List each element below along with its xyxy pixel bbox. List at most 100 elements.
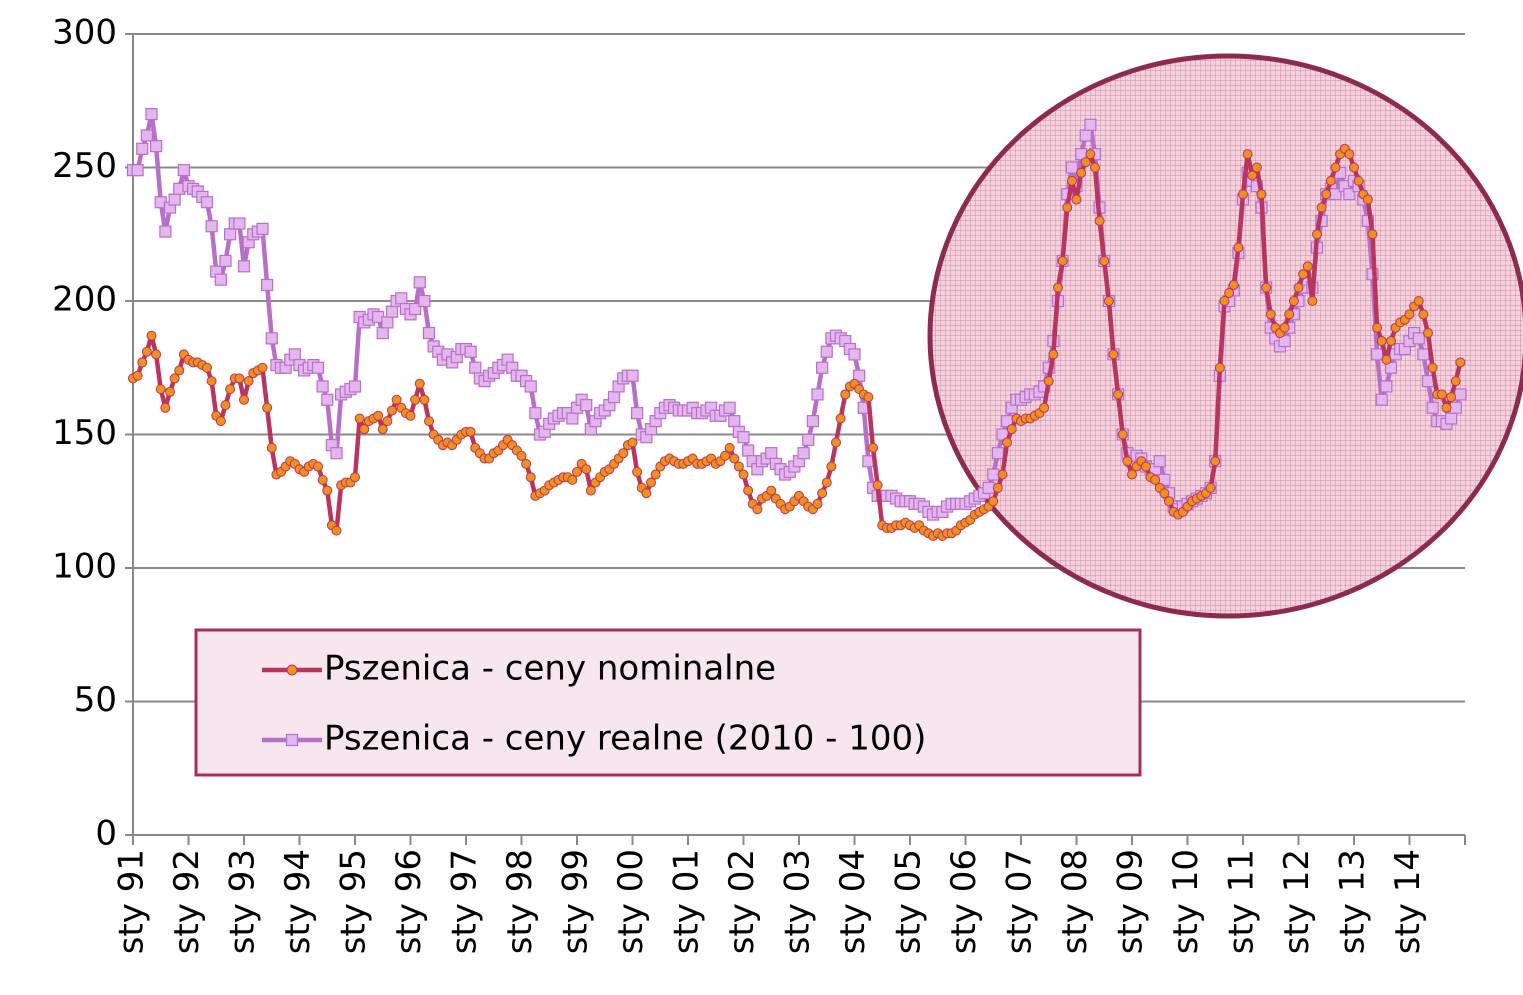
x-tick-label: sty 91	[112, 849, 152, 954]
marker	[1090, 162, 1100, 173]
marker	[812, 498, 823, 509]
marker	[1242, 149, 1253, 160]
marker	[316, 380, 329, 393]
marker	[1404, 309, 1415, 320]
marker	[627, 437, 638, 448]
marker	[1412, 332, 1425, 345]
marker	[288, 348, 301, 361]
marker	[387, 405, 397, 416]
marker	[1224, 287, 1235, 298]
marker	[580, 399, 593, 412]
x-tick-label: sty 10	[1166, 849, 1206, 954]
marker	[1427, 362, 1438, 373]
marker	[840, 389, 851, 400]
marker	[618, 448, 629, 459]
x-tick-label: sty 97	[445, 849, 485, 954]
marker	[376, 326, 389, 340]
marker	[1307, 296, 1318, 306]
marker	[373, 410, 384, 421]
marker	[257, 362, 268, 373]
marker	[405, 410, 416, 421]
marker	[1376, 336, 1387, 347]
marker	[1418, 309, 1429, 320]
marker	[816, 361, 829, 374]
marker	[1103, 296, 1114, 306]
x-tick-label: sty 02	[722, 849, 762, 954]
x-tick-label: sty 94	[278, 849, 318, 954]
marker	[1421, 375, 1435, 388]
marker	[641, 488, 652, 499]
marker	[1279, 322, 1290, 333]
marker	[165, 386, 175, 397]
marker	[313, 461, 323, 472]
marker	[1261, 282, 1272, 293]
marker	[348, 380, 362, 393]
marker	[872, 480, 883, 491]
marker	[350, 472, 360, 483]
marker	[1417, 348, 1430, 361]
marker	[728, 415, 741, 428]
marker	[177, 164, 190, 177]
legend-box	[194, 628, 1142, 777]
marker	[214, 273, 227, 286]
marker	[395, 292, 408, 305]
marker	[234, 373, 245, 384]
marker	[806, 415, 819, 428]
x-tick-label: sty 14	[1388, 849, 1428, 954]
marker	[1238, 189, 1248, 200]
marker	[1455, 357, 1466, 368]
marker	[853, 369, 866, 382]
marker	[1219, 296, 1230, 306]
marker	[140, 129, 153, 142]
marker	[997, 469, 1008, 480]
marker	[1265, 309, 1276, 320]
marker	[215, 416, 226, 427]
marker	[202, 362, 212, 373]
marker	[1153, 455, 1166, 468]
marker	[752, 504, 763, 515]
x-tick-label: sty 13	[1333, 849, 1373, 954]
marker	[529, 407, 542, 420]
marker	[256, 222, 269, 236]
marker	[1344, 149, 1355, 160]
marker	[330, 447, 343, 460]
marker	[174, 365, 185, 376]
y-tick-label: 250	[52, 146, 117, 186]
marker	[410, 394, 421, 405]
marker	[391, 394, 402, 405]
marker	[1423, 328, 1433, 339]
marker	[1441, 402, 1452, 413]
y-tick-label: 150	[52, 413, 117, 453]
marker	[1446, 392, 1457, 403]
marker	[1449, 401, 1462, 414]
marker	[868, 442, 878, 453]
marker	[409, 302, 422, 316]
marker	[743, 485, 754, 496]
marker	[1039, 402, 1050, 413]
marker	[992, 482, 1003, 493]
marker	[1043, 376, 1054, 387]
y-tick-label: 100	[52, 547, 117, 587]
marker	[359, 424, 370, 435]
marker	[729, 453, 740, 464]
marker	[1426, 401, 1439, 414]
marker	[632, 466, 643, 477]
marker	[414, 378, 425, 389]
marker	[464, 345, 477, 358]
marker	[742, 444, 755, 457]
marker	[285, 733, 299, 747]
marker	[159, 225, 172, 238]
marker	[1085, 149, 1096, 160]
x-tick-label: sty 09	[1111, 849, 1151, 954]
marker	[131, 164, 144, 177]
marker	[1436, 389, 1447, 400]
marker	[1117, 429, 1128, 440]
marker	[817, 488, 828, 499]
marker	[413, 276, 426, 289]
marker	[469, 361, 482, 374]
marker	[1450, 376, 1461, 387]
marker	[233, 217, 246, 230]
marker	[1316, 202, 1327, 213]
marker	[1113, 389, 1124, 400]
